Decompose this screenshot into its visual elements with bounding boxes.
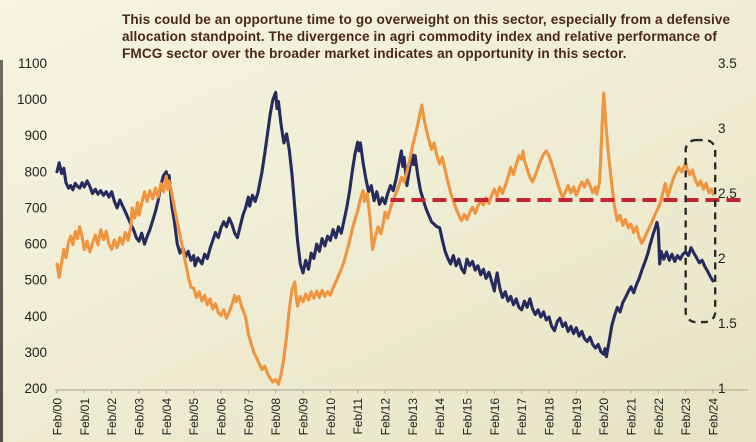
y-left-tick-label: 400 — [24, 309, 47, 324]
x-tick-label: Feb/00 — [51, 398, 65, 436]
x-tick-label: Feb/16 — [488, 398, 502, 436]
y-left-tick-label: 200 — [24, 381, 47, 396]
chart-annotation: This could be an opportune time to go ov… — [122, 11, 731, 62]
x-tick-label: Feb/07 — [242, 398, 256, 436]
highlight-box — [684, 138, 717, 324]
annotation-line-3: FMCG sector over the broader market indi… — [122, 46, 627, 61]
x-tick-label: Feb/08 — [269, 398, 283, 436]
x-tick-label: Feb/06 — [215, 398, 229, 436]
y-left-tick-label: 500 — [24, 273, 47, 288]
x-tick-label: Feb/04 — [160, 398, 174, 436]
x-tick-label: Feb/13 — [406, 398, 420, 436]
y-right-tick-label: 3.5 — [718, 56, 737, 71]
annotation-line-1: This could be an opportune time to go ov… — [122, 12, 731, 27]
x-tick-label: Feb/22 — [652, 398, 666, 436]
annotation-line-2: allocation standpoint. The divergence in… — [122, 29, 718, 44]
y-left-tick-label: 300 — [24, 345, 47, 360]
x-tick-label: Feb/15 — [461, 398, 475, 436]
x-tick-label: Feb/21 — [625, 398, 639, 436]
y-right-tick-label: 2.5 — [718, 186, 737, 201]
x-tick-label: Feb/10 — [324, 398, 338, 436]
x-tick-label: Feb/24 — [707, 398, 721, 436]
x-tick-label: Feb/14 — [433, 398, 447, 436]
y-right-tick-label: 3 — [718, 121, 726, 136]
y-left-tick-label: 1100 — [18, 56, 47, 71]
y-axis-right: 3.5 3 2.5 2 1.5 1 — [718, 56, 737, 396]
x-tick-label: Feb/09 — [297, 398, 311, 436]
y-left-tick-label: 1000 — [17, 92, 47, 107]
x-tick-label: Feb/20 — [597, 398, 611, 436]
y-left-tick-label: 800 — [24, 164, 47, 179]
y-left-tick-label: 900 — [24, 128, 47, 143]
y-right-tick-label: 1.5 — [718, 316, 737, 331]
x-tick-label: Feb/11 — [351, 398, 365, 435]
x-tick-label: Feb/01 — [78, 398, 92, 436]
orange-line — [55, 91, 715, 386]
x-tick-label: Feb/12 — [379, 398, 393, 436]
x-tick-label: Feb/03 — [133, 398, 147, 436]
x-axis: Feb/00 Feb/01 Feb/02 Feb/03 Feb/04 Feb/05 Feb/… — [51, 389, 748, 436]
x-tick-label: Feb/23 — [679, 398, 693, 436]
x-tick-label: Feb/02 — [105, 398, 119, 436]
x-tick-label: Feb/19 — [570, 398, 584, 436]
y-right-tick-label: 2 — [718, 251, 726, 266]
y-right-tick-label: 1 — [718, 381, 726, 396]
x-tick-label: Feb/05 — [187, 398, 201, 436]
x-tick-label: Feb/17 — [515, 398, 529, 436]
y-axis-left: 1100 1000 900 800 700 600 500 400 300 200 — [17, 56, 47, 396]
y-left-tick-label: 600 — [24, 237, 47, 252]
navy-line — [55, 90, 715, 359]
x-tick-label: Feb/18 — [543, 398, 557, 436]
y-left-tick-label: 700 — [24, 200, 47, 215]
window-left-edge — [0, 60, 3, 442]
